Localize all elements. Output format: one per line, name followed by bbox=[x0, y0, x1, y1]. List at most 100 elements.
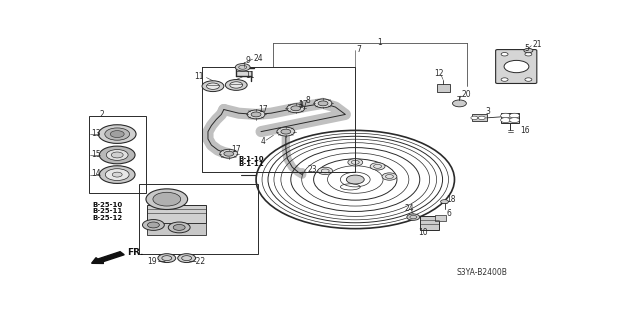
Circle shape bbox=[504, 60, 529, 73]
Text: —: — bbox=[158, 257, 166, 266]
Text: 5: 5 bbox=[524, 44, 529, 53]
Text: 20: 20 bbox=[462, 90, 472, 99]
Circle shape bbox=[471, 116, 478, 120]
Text: 2: 2 bbox=[100, 110, 104, 119]
Text: 4: 4 bbox=[261, 137, 266, 146]
Circle shape bbox=[500, 113, 511, 118]
Circle shape bbox=[225, 79, 247, 90]
Circle shape bbox=[158, 254, 176, 263]
Circle shape bbox=[509, 113, 520, 118]
Circle shape bbox=[407, 214, 420, 220]
Circle shape bbox=[370, 163, 385, 170]
Text: 17: 17 bbox=[298, 100, 308, 108]
Circle shape bbox=[318, 101, 328, 106]
Circle shape bbox=[440, 200, 449, 204]
Circle shape bbox=[143, 219, 164, 230]
Circle shape bbox=[99, 146, 135, 164]
Text: 17: 17 bbox=[259, 105, 268, 114]
Circle shape bbox=[173, 225, 185, 230]
Text: B-1-10: B-1-10 bbox=[239, 156, 264, 162]
Circle shape bbox=[281, 129, 291, 134]
Circle shape bbox=[314, 99, 332, 108]
Text: B-25-10: B-25-10 bbox=[92, 202, 123, 208]
Text: FR.: FR. bbox=[127, 248, 143, 257]
Text: 23: 23 bbox=[307, 165, 317, 174]
Circle shape bbox=[287, 104, 305, 113]
Ellipse shape bbox=[108, 174, 127, 177]
FancyBboxPatch shape bbox=[495, 49, 537, 84]
Circle shape bbox=[524, 48, 533, 53]
Text: 14: 14 bbox=[91, 169, 100, 178]
Circle shape bbox=[452, 100, 467, 107]
Bar bbox=[500, 113, 520, 122]
Text: 8: 8 bbox=[306, 96, 310, 105]
Bar bbox=[89, 116, 146, 193]
Circle shape bbox=[207, 83, 220, 89]
Text: 8: 8 bbox=[298, 100, 303, 110]
Text: 6: 6 bbox=[446, 209, 451, 218]
Text: 9: 9 bbox=[245, 56, 250, 65]
Text: 11: 11 bbox=[194, 72, 204, 81]
Circle shape bbox=[525, 53, 532, 56]
Bar bbox=[138, 184, 257, 255]
Circle shape bbox=[146, 189, 188, 210]
Text: B-25-12: B-25-12 bbox=[92, 215, 122, 221]
Circle shape bbox=[153, 192, 180, 206]
Circle shape bbox=[382, 173, 397, 180]
FancyArrow shape bbox=[92, 252, 124, 263]
Circle shape bbox=[106, 169, 129, 181]
Circle shape bbox=[501, 53, 508, 56]
Ellipse shape bbox=[150, 193, 183, 198]
Text: 16: 16 bbox=[520, 126, 530, 135]
Circle shape bbox=[220, 149, 237, 158]
Circle shape bbox=[112, 172, 122, 177]
Text: 12: 12 bbox=[435, 70, 444, 78]
Circle shape bbox=[168, 222, 190, 233]
Circle shape bbox=[236, 63, 250, 71]
Text: 1: 1 bbox=[378, 38, 382, 47]
Text: 10: 10 bbox=[419, 228, 428, 237]
Text: 13: 13 bbox=[91, 129, 100, 138]
Circle shape bbox=[291, 106, 301, 111]
Bar bbox=[147, 223, 207, 235]
Ellipse shape bbox=[104, 129, 131, 132]
Bar bbox=[147, 205, 207, 223]
Bar bbox=[437, 84, 449, 92]
Bar bbox=[420, 216, 438, 230]
Text: —22: —22 bbox=[188, 257, 205, 266]
Text: 15: 15 bbox=[91, 150, 100, 159]
Text: 24: 24 bbox=[253, 54, 263, 63]
Circle shape bbox=[251, 112, 261, 117]
Circle shape bbox=[348, 159, 363, 166]
Text: 7: 7 bbox=[356, 45, 362, 54]
Circle shape bbox=[224, 151, 234, 156]
Bar bbox=[472, 115, 487, 121]
Text: 19: 19 bbox=[147, 257, 157, 266]
Circle shape bbox=[178, 254, 196, 263]
Circle shape bbox=[110, 131, 124, 137]
Text: B-1-11: B-1-11 bbox=[239, 160, 264, 167]
Text: S3YA-B2400B: S3YA-B2400B bbox=[457, 268, 508, 277]
Circle shape bbox=[501, 78, 508, 81]
Circle shape bbox=[230, 82, 243, 88]
Bar bbox=[236, 71, 251, 76]
Text: B-25-11: B-25-11 bbox=[92, 208, 123, 214]
Circle shape bbox=[147, 222, 159, 228]
Circle shape bbox=[99, 166, 135, 183]
Circle shape bbox=[111, 152, 123, 158]
Circle shape bbox=[202, 81, 224, 92]
Text: 3: 3 bbox=[486, 107, 491, 116]
Circle shape bbox=[318, 167, 333, 174]
Circle shape bbox=[525, 78, 532, 81]
Circle shape bbox=[346, 175, 364, 184]
Text: 11: 11 bbox=[245, 71, 255, 80]
Circle shape bbox=[105, 128, 129, 140]
Circle shape bbox=[500, 118, 511, 122]
Text: 21: 21 bbox=[532, 41, 542, 49]
Circle shape bbox=[277, 127, 295, 136]
Text: 24: 24 bbox=[405, 204, 415, 213]
Bar bbox=[435, 215, 445, 220]
Circle shape bbox=[99, 125, 136, 144]
Text: 18: 18 bbox=[446, 195, 456, 204]
Text: 17: 17 bbox=[231, 145, 241, 154]
